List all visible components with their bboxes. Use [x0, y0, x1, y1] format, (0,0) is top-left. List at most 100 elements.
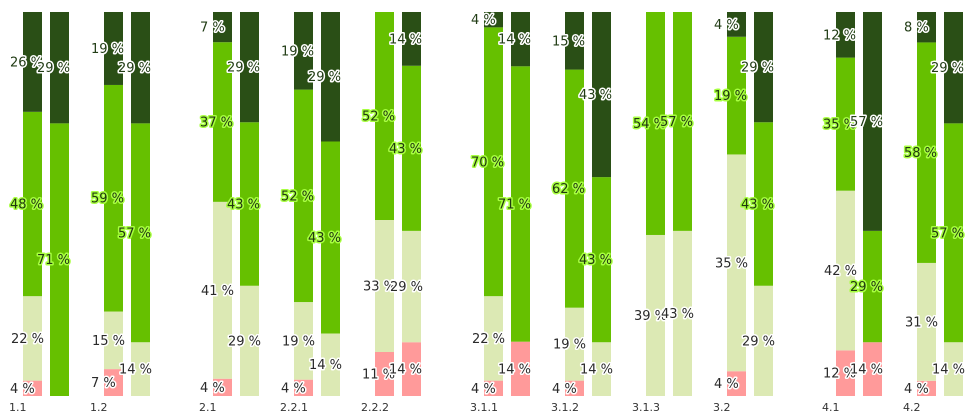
- segment-value-label: 57 %: [660, 115, 693, 130]
- segment-value-label: 43 %: [227, 198, 260, 213]
- bar-segment-2.2.1-bar1-level-1: [294, 379, 313, 396]
- segment-value-label: 35 %: [715, 256, 748, 271]
- bar-segment-2.2.1-bar1-level-4: [294, 12, 313, 90]
- segment-value-label: 14 %: [389, 363, 422, 378]
- segment-value-label: 29 %: [118, 61, 151, 76]
- bar-segment-2.2.2-bar1-level-2: [375, 220, 394, 352]
- segment-value-label: 4 %: [471, 382, 496, 397]
- segment-value-label: 29 %: [742, 334, 775, 349]
- bar-segment-3.2-bar2-level-2: [754, 285, 773, 396]
- segment-value-label: 43 %: [389, 142, 422, 157]
- bar-segment-3.1.1-bar1-level-3: [484, 27, 503, 297]
- bar-segment-3.2-bar2-level-3: [754, 122, 773, 286]
- bar-segment-3.1.2-bar1-level-1: [565, 380, 584, 396]
- bar-segment-3.1.2-bar2-level-2: [592, 342, 611, 396]
- category-tick-label: 2.2.1: [280, 401, 308, 414]
- segment-value-label: 4 %: [281, 381, 306, 396]
- bar-segment-4.2-bar1-level-4: [917, 12, 936, 43]
- bar-segment-3.1.1-bar2-level-3: [511, 66, 530, 342]
- segment-value-label: 14 %: [580, 363, 613, 378]
- bar-segment-1.2-bar1-level-3: [104, 84, 123, 312]
- category-tick-label: 1.2: [90, 401, 108, 414]
- bar-segment-1.2-bar2-level-2: [131, 342, 150, 396]
- bar-segment-2.1-bar1-level-2: [213, 201, 232, 379]
- bar-segment-2.2.2-bar2-level-3: [402, 65, 421, 231]
- segment-value-label: 43 %: [741, 198, 774, 213]
- segment-value-label: 54 %: [633, 117, 666, 132]
- segment-value-label: 29 %: [741, 61, 774, 76]
- segment-value-label: 22 %: [11, 332, 44, 347]
- bar-segment-2.1-bar2-level-4: [240, 12, 259, 123]
- category-labels: 1.1 1.2 2.1 2.2.1 2.2.2 3.1.1 3.1.2 3.1.3 3.2 4.1…: [9, 401, 921, 414]
- bar-segment-3.1.1-bar2-level-1: [511, 341, 530, 396]
- segment-value-label: 19 %: [553, 338, 586, 353]
- segment-value-label: 70 %: [471, 155, 504, 170]
- segment-value-label: 43 %: [579, 88, 612, 103]
- segment-value-label: 29 %: [390, 280, 423, 295]
- bar-segment-1.2-bar2-level-4: [131, 12, 150, 124]
- category-tick-label: 3.2: [713, 401, 731, 414]
- bar-segment-1.1-bar1-level-4: [23, 12, 42, 112]
- bar-segment-3.1.2-bar1-level-3: [565, 69, 584, 308]
- segment-value-label: 4 %: [714, 18, 739, 33]
- segment-value-label: 7 %: [91, 376, 116, 391]
- bar-segment-4.2-bar2-level-2: [944, 342, 963, 396]
- bar-segment-4.2-bar1-level-1: [917, 380, 936, 396]
- category-tick-label: 4.2: [903, 401, 921, 414]
- bar-segment-2.2.1-bar1-level-3: [294, 89, 313, 303]
- bar-segment-4.1-bar2-level-4: [863, 12, 882, 231]
- segment-value-label: 37 %: [200, 116, 233, 131]
- segment-value-label: 43 %: [579, 253, 612, 268]
- segment-value-label: 43 %: [661, 307, 694, 322]
- bar-segment-3.1.2-bar2-level-4: [592, 12, 611, 178]
- bar-segment-2.2.2-bar1-level-1: [375, 352, 394, 396]
- bar-segment-1.1-bar1-level-3: [23, 111, 42, 297]
- segment-value-label: 57 %: [850, 115, 883, 130]
- category-tick-label: 2.2.2: [361, 401, 389, 414]
- bar-segment-1.1-bar1-level-2: [23, 296, 42, 381]
- segment-value-label: 43 %: [308, 231, 341, 246]
- bar-segment-2.2.1-bar1-level-2: [294, 302, 313, 380]
- bar-segment-3.2-bar1-level-4: [727, 12, 746, 37]
- bar-segment-4.1-bar2-level-1: [863, 342, 882, 396]
- bar-segment-2.1-bar1-level-1: [213, 378, 232, 396]
- bar-segment-3.1.1-bar2-level-4: [511, 12, 530, 67]
- bar-segment-3.1.3-bar2-level-3: [673, 12, 692, 231]
- segment-value-label: 15 %: [92, 334, 125, 349]
- bar-segment-3.1.1-bar1-level-1: [484, 380, 503, 396]
- bars-layer: [23, 12, 963, 397]
- segment-value-label: 29 %: [931, 61, 964, 76]
- segment-value-label: 22 %: [472, 332, 505, 347]
- bar-segment-3.1.3-bar1-level-3: [646, 12, 665, 235]
- bar-segment-2.2.2-bar1-level-3: [375, 12, 394, 220]
- category-tick-label: 3.1.2: [551, 401, 579, 414]
- bar-segment-4.1-bar1-level-1: [836, 350, 855, 396]
- bar-segment-3.1.2-bar2-level-3: [592, 177, 611, 343]
- segment-value-label: 71 %: [498, 198, 531, 213]
- segment-value-label: 41 %: [201, 284, 234, 299]
- segment-value-label: 29 %: [227, 61, 260, 76]
- bar-segment-3.1.2-bar1-level-4: [565, 12, 584, 70]
- segment-value-label: 4 %: [552, 382, 577, 397]
- bar-segment-4.1-bar1-level-4: [836, 12, 855, 58]
- segment-value-label: 62 %: [552, 182, 585, 197]
- segment-value-label: 57 %: [931, 226, 964, 241]
- segment-value-label: 26 %: [10, 55, 43, 70]
- bar-segment-2.1-bar2-level-2: [240, 285, 259, 396]
- bar-segment-4.2-bar2-level-4: [944, 12, 963, 124]
- bar-segment-3.1.2-bar1-level-2: [565, 307, 584, 381]
- category-tick-label: 4.1: [822, 401, 840, 414]
- segment-value-label: 33 %: [363, 280, 396, 295]
- segment-value-label: 71 %: [37, 253, 70, 268]
- bar-segment-1.1-bar1-level-1: [23, 380, 42, 396]
- segment-value-label: 52 %: [281, 189, 314, 204]
- category-tick-label: 2.1: [199, 401, 217, 414]
- bar-segment-1.1-bar2-level-4: [50, 12, 69, 124]
- segment-value-label: 19 %: [91, 42, 124, 57]
- bar-segment-4.2-bar1-level-3: [917, 42, 936, 263]
- category-tick-label: 3.1.3: [632, 401, 660, 414]
- bar-segment-2.2.2-bar2-level-1: [402, 342, 421, 396]
- bar-segment-2.1-bar2-level-3: [240, 122, 259, 286]
- bar-segment-3.2-bar1-level-3: [727, 36, 746, 155]
